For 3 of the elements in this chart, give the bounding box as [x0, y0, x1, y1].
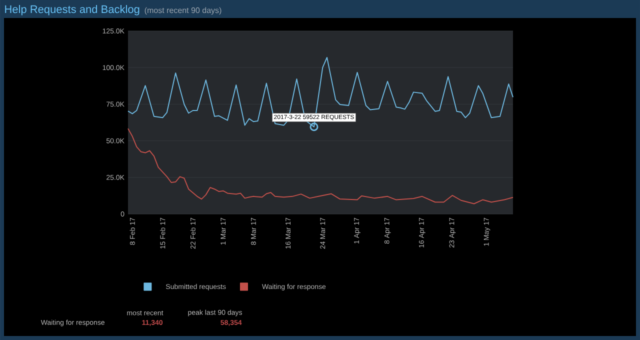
chart-title: Help Requests and Backlog	[5, 5, 140, 16]
line-series	[128, 128, 514, 204]
chart-subtitle: (most recent 90 days)	[144, 7, 222, 15]
